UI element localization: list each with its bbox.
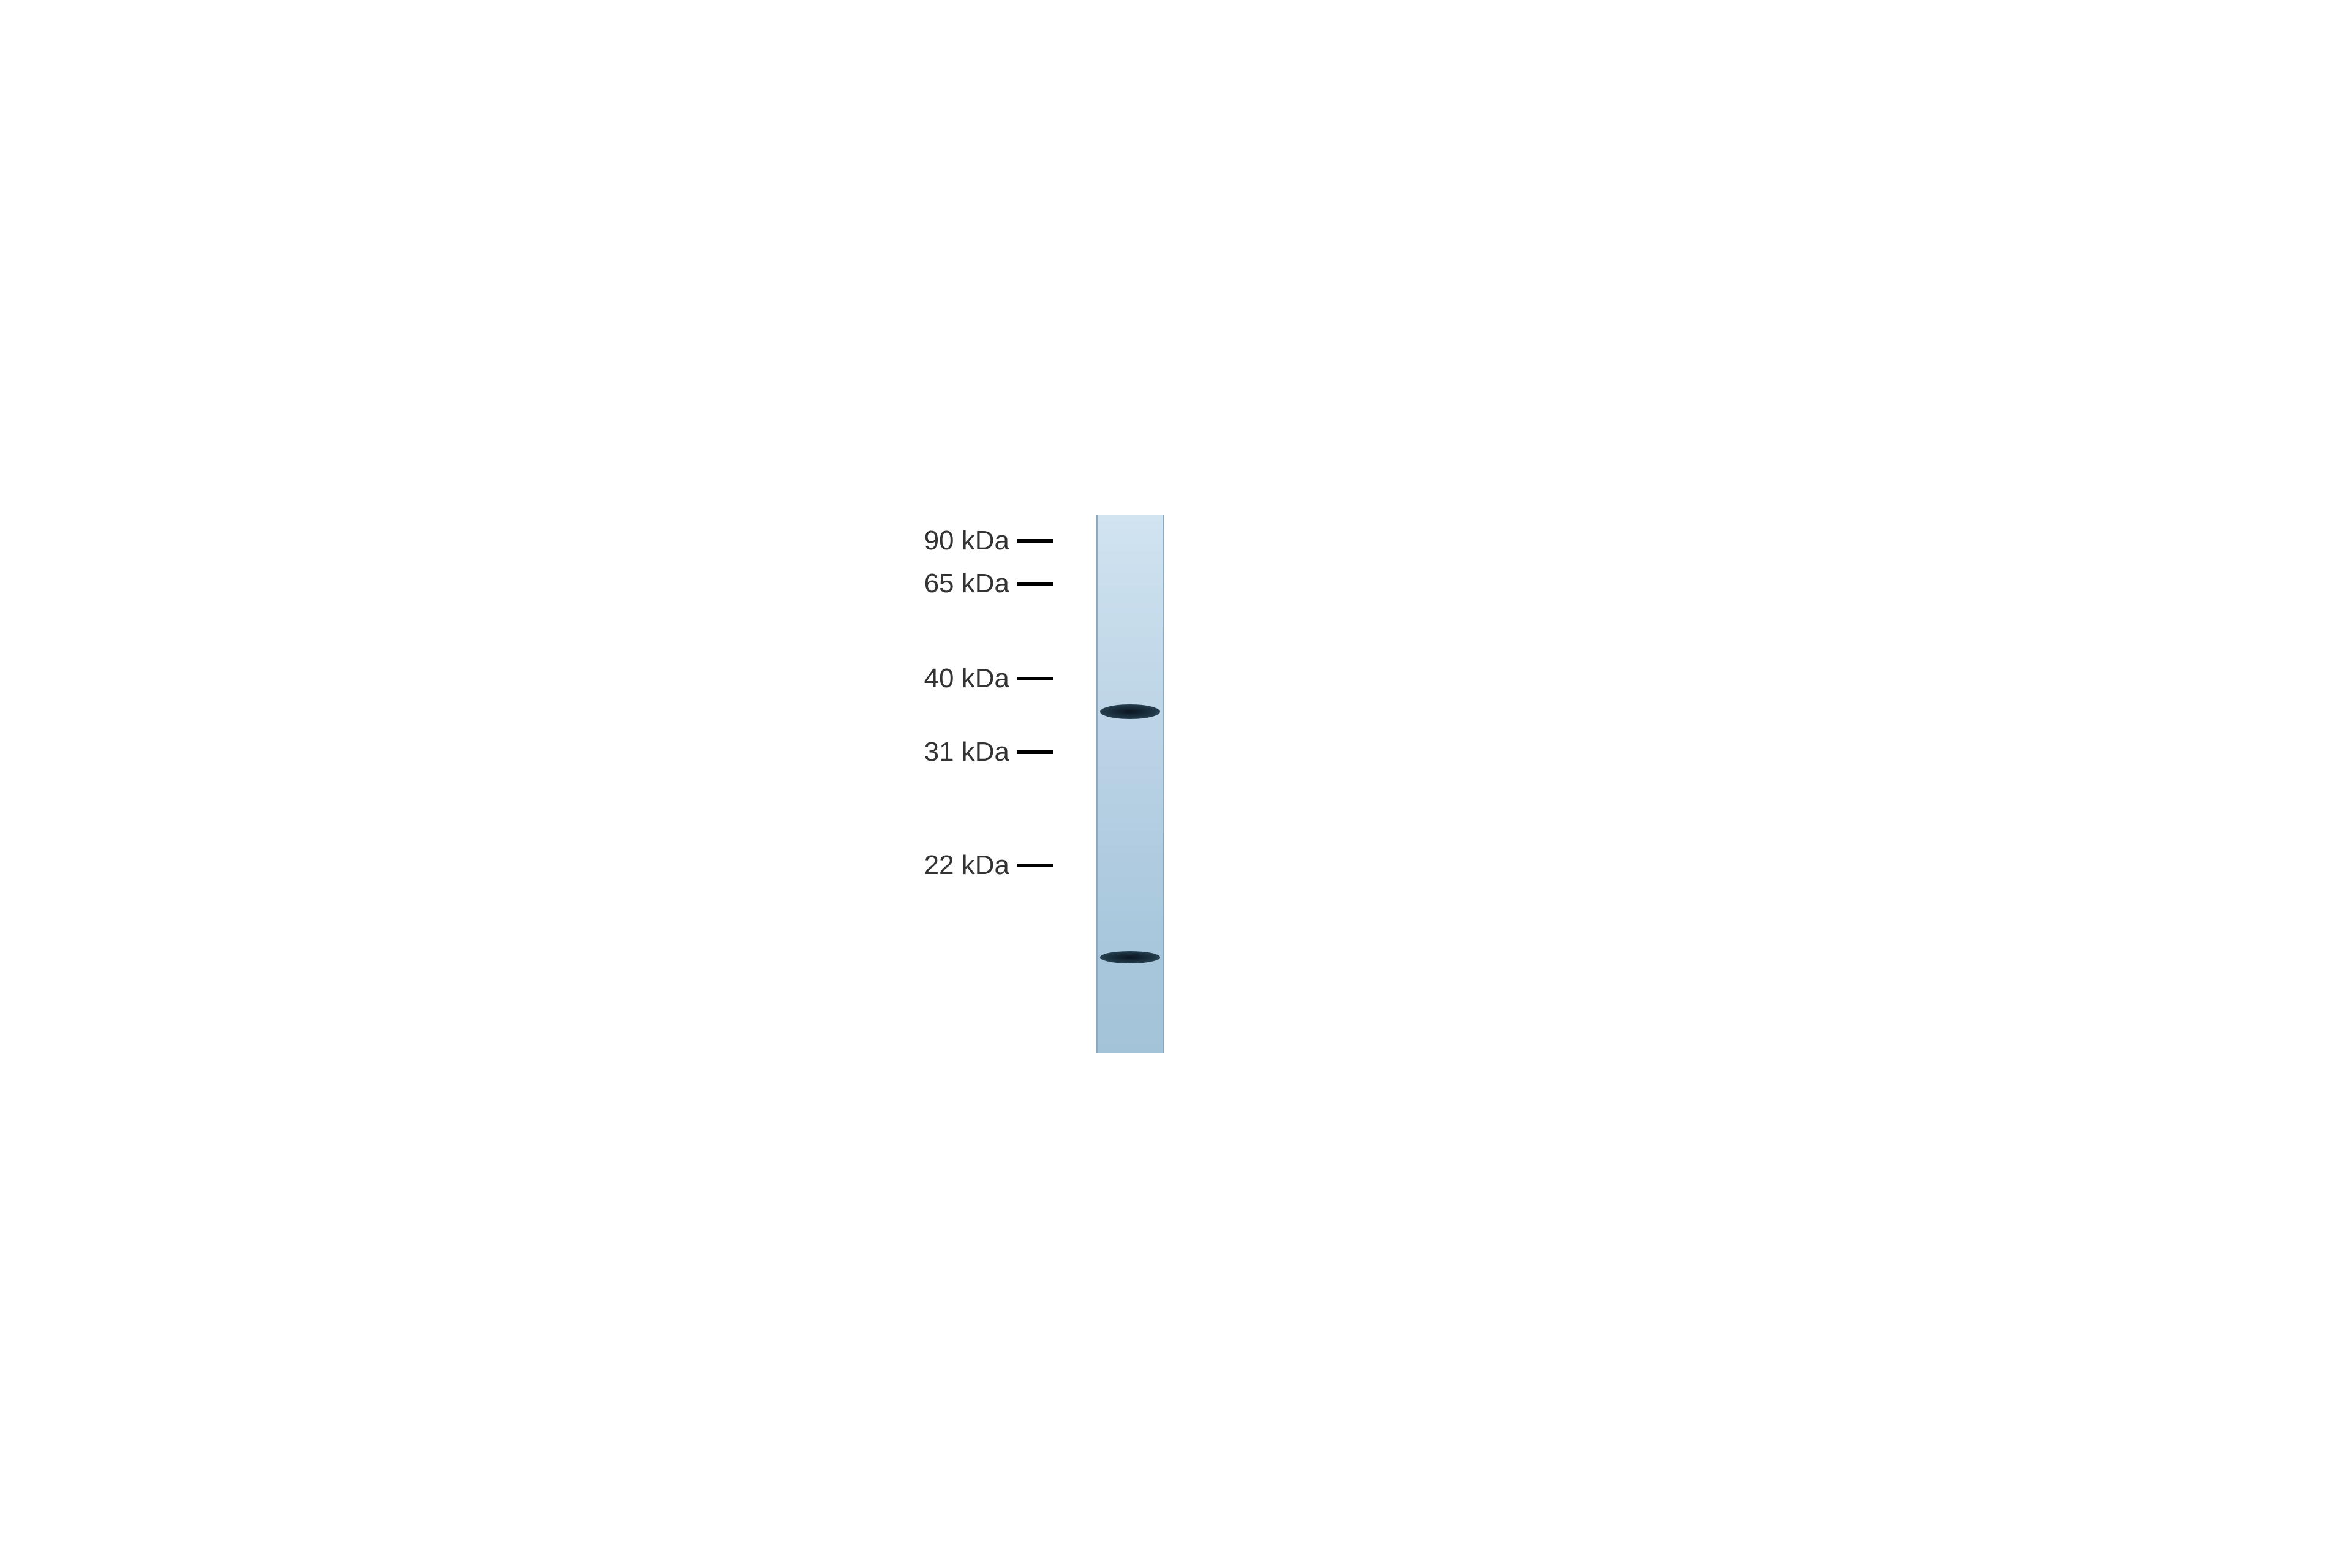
blot-lane <box>1096 514 1164 1054</box>
marker-row: 31 kDa <box>778 737 1054 767</box>
marker-tick <box>1017 539 1054 543</box>
protein-band <box>1100 951 1160 963</box>
marker-row: 90 kDa <box>778 526 1054 556</box>
marker-label: 90 kDa <box>924 526 1014 556</box>
marker-label: 31 kDa <box>924 737 1014 767</box>
marker-labels-column: 90 kDa 65 kDa 40 kDa 31 kDa 22 kDa <box>778 514 1054 1054</box>
marker-label: 40 kDa <box>924 663 1014 694</box>
marker-label: 65 kDa <box>924 568 1014 599</box>
lane-background <box>1096 514 1164 1054</box>
marker-row: 65 kDa <box>778 568 1054 599</box>
marker-row: 22 kDa <box>778 850 1054 881</box>
marker-label: 22 kDa <box>924 850 1014 881</box>
protein-band <box>1100 704 1160 719</box>
blot-container: 90 kDa 65 kDa 40 kDa 31 kDa 22 kDa <box>778 514 1574 1054</box>
marker-tick <box>1017 582 1054 586</box>
marker-tick <box>1017 864 1054 867</box>
marker-row: 40 kDa <box>778 663 1054 694</box>
marker-tick <box>1017 677 1054 680</box>
marker-tick <box>1017 750 1054 754</box>
